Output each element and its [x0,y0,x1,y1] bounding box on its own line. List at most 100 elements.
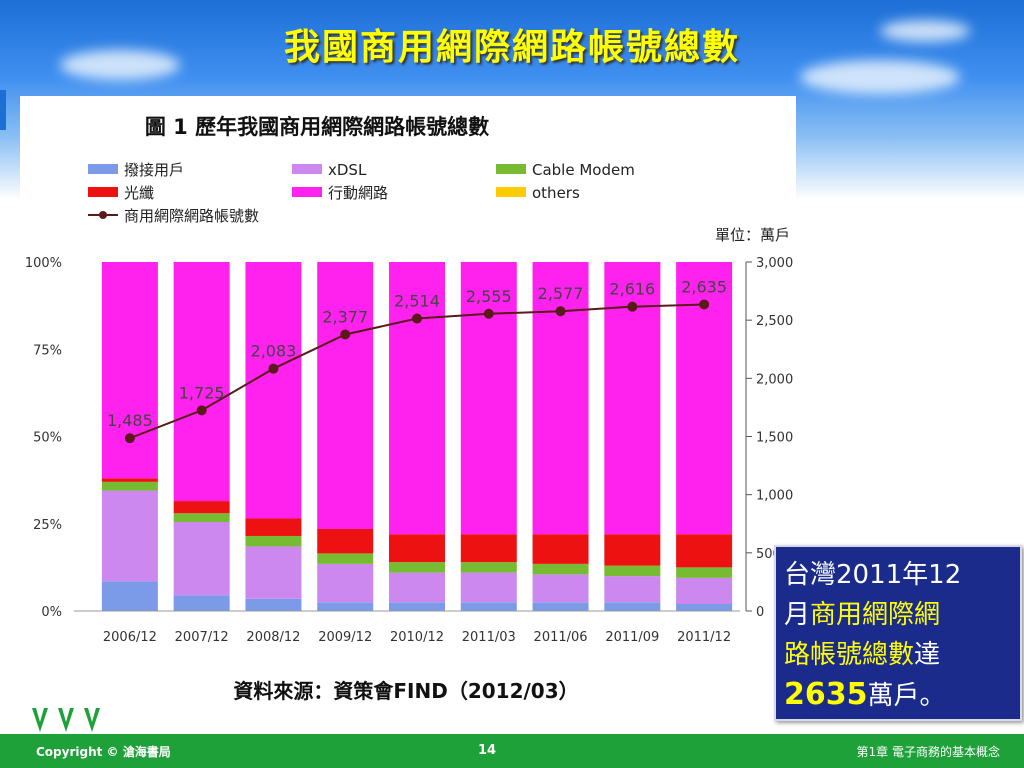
bar-series-8 [604,602,661,611]
line-point-label: 2,577 [538,284,584,303]
line-point-label: 2,377 [322,307,368,326]
y-left-tick-label: 25% [33,518,62,533]
bar-series-5 [389,262,445,535]
footer-bar: Copyright © 滄海書局 14 第1章 電子商務的基本概念 [0,734,1024,768]
bar-series-5 [389,602,445,611]
legend-swatch-cable-modem [496,164,526,174]
legend-swatch-series [88,164,118,174]
bar-xdsl-4 [317,563,374,603]
legend-swatch-others [496,187,526,197]
x-tick-label: 2007/12 [175,630,229,645]
bar-series-7 [532,534,589,564]
footer-chapter: 第1章 電子商務的基本概念 [856,745,1000,759]
legend: 撥接用戶 xDSL Cable Modem 光纖 行動網路 others 商用網際網路帳號數 [88,161,635,225]
bar-xdsl-5 [389,572,445,603]
legend-swatch-series [88,187,118,197]
bar-xdsl-9 [676,577,733,605]
callout-unit: 萬戶。 [867,681,946,711]
legend-swatch-xdsl [292,164,322,174]
slide-title: 我國商用網際網路帳號總數 [283,26,740,68]
line-point-8 [627,301,638,312]
callout-line3-highlight: 路帳號總數 [784,640,915,670]
bar-series-7 [532,602,589,611]
y-right-tick-label: 2,500 [756,314,793,329]
x-tick-label: 2006/12 [103,630,157,645]
bar-series-6 [460,262,517,535]
x-tick-label: 2011/09 [605,630,659,645]
bar-series-4 [317,262,374,529]
legend-label: others [532,184,580,202]
bar-series-4 [317,528,374,554]
x-tick-label: 2010/12 [390,630,444,645]
bar-series-1 [101,262,158,479]
bar-xdsl-1 [101,490,158,582]
bar-cable-modem-4 [317,553,374,564]
bar-series-3 [245,598,302,611]
line-point-4 [340,329,351,340]
legend-label: 撥接用戶 [124,161,184,179]
line-point-label: 2,514 [394,292,440,311]
bar-cable-modem-6 [460,562,517,573]
line-point-label: 1,725 [179,383,225,402]
bar-cable-modem-9 [676,567,733,578]
bar-series-4 [317,602,374,611]
bar-cable-modem-2 [173,513,230,523]
chart-title: 圖 1 歷年我國商用網際網路帳號總數 [145,115,489,139]
callout-line3-suffix: 達 [914,640,941,670]
line-point-label: 1,485 [107,411,153,430]
publisher-logo [32,708,100,732]
bar-xdsl-2 [173,522,230,596]
legend-label: 行動網路 [328,184,388,202]
x-tick-label: 2008/12 [246,630,300,645]
x-tick-label: 2011/06 [534,630,588,645]
bar-series-3 [245,262,302,519]
y-right-tick-label: 1,000 [756,489,793,504]
bar-xdsl-6 [460,572,517,603]
line-point-5 [412,313,422,324]
bar-xdsl-7 [532,574,589,603]
line-point-label: 2,083 [251,342,297,361]
bar-series-9 [676,534,733,568]
y-left-tick-label: 0% [41,605,62,620]
bar-series-2 [173,262,230,502]
bar-series-1 [101,581,158,611]
x-tick-label: 2011/03 [462,630,516,645]
bar-xdsl-8 [604,576,661,603]
callout-box: 台灣2011年12 月商用網際網 路帳號總數達 2635萬戶。 [774,545,1022,721]
footer-copyright: Copyright © 滄海書局 [36,745,171,759]
callout-line2-prefix: 月 [784,600,811,630]
bar-xdsl-3 [245,546,302,599]
y-right-tick-label: 1,500 [756,431,793,446]
chart-panel: 圖 1 歷年我國商用網際網路帳號總數 撥接用戶 xDSL Cable Modem 光纖… [20,96,796,716]
y-right-tick-label: 2,000 [756,372,793,387]
bar-series-5 [389,534,445,563]
bar-series-6 [460,602,517,611]
line-point-1 [124,433,135,444]
stacked-bar-line-chart: 圖 1 歷年我國商用網際網路帳號總數 撥接用戶 xDSL Cable Modem 光纖… [25,115,793,703]
line-point-2 [196,405,207,416]
bar-series-1 [101,478,158,482]
callout-line1: 台灣2011年12 [784,560,962,590]
x-tick-label: 2011/12 [677,630,731,645]
bar-series-6 [460,534,517,563]
bar-cable-modem-3 [245,535,302,547]
footer-page-number: 14 [478,743,497,758]
line-point-label: 2,555 [466,287,512,306]
source-label: 資料來源：資策會FIND（2012/03） [233,679,578,703]
legend-label: xDSL [328,161,367,179]
line-point-label: 2,616 [609,280,655,299]
legend-swatch-series [292,187,322,197]
callout-line2-highlight: 商用網際網 [810,600,941,630]
legend-label: 光纖 [124,184,154,202]
y-right-tick-label: 3,000 [756,256,793,271]
bar-series-9 [676,604,733,611]
unit-label: 單位：萬戶 [715,226,790,244]
bar-cable-modem-8 [604,565,661,577]
line-point-3 [268,363,279,374]
total-accounts-line: 1,485 1,725 2,083 2,377 2,514 2,555 2,577 2,616… [107,277,727,444]
line-point-7 [555,306,566,317]
y-right-tick-label: 0 [756,605,764,620]
callout-text: 台灣2011年12 月商用網際網 路帳號總數達 2635萬戶。 [784,555,1018,716]
line-point-9 [699,299,710,310]
legend-line-marker [99,211,107,219]
